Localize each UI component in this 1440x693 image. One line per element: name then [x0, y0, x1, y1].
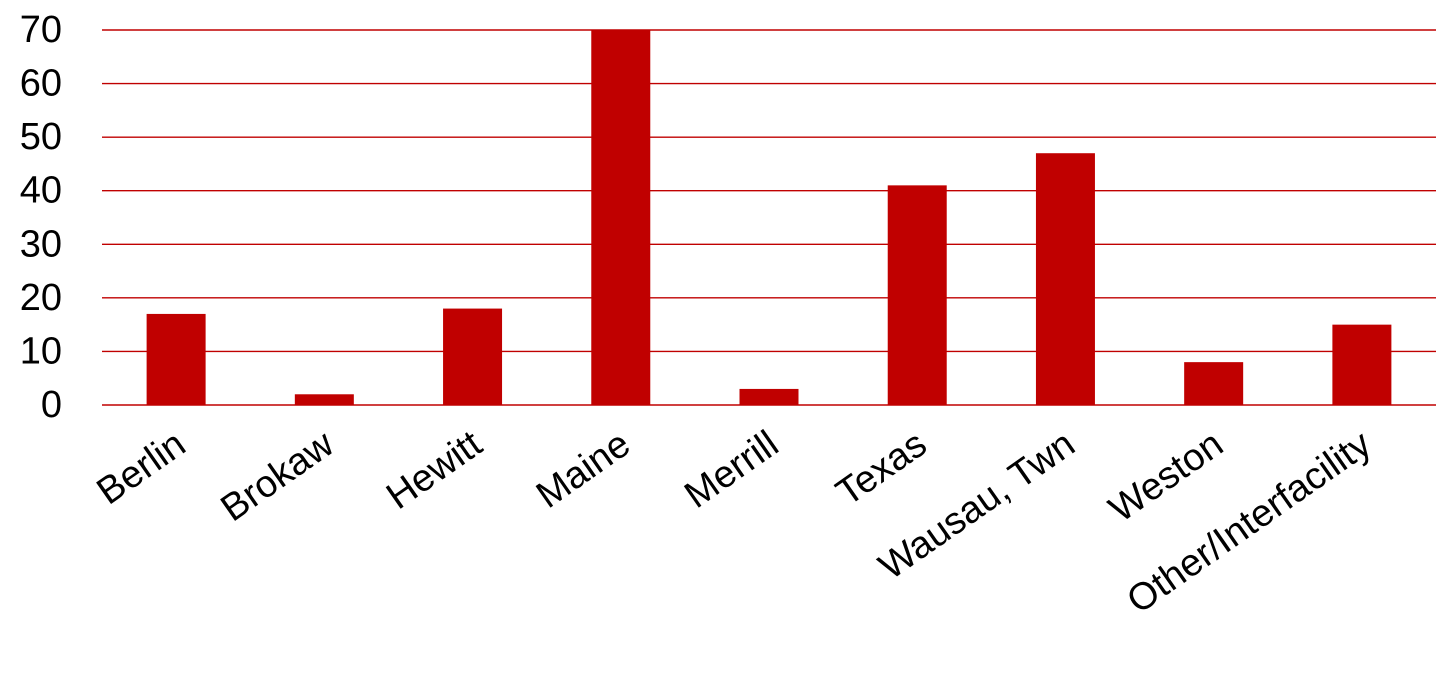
- x-category-label: Other/Interfacility: [1120, 423, 1379, 622]
- bar-wausau-twn: [1035, 153, 1095, 405]
- bar-brokaw: [294, 394, 354, 405]
- y-tick-label: 60: [20, 63, 62, 105]
- bar-berlin: [146, 313, 206, 405]
- y-tick-label: 40: [20, 170, 62, 212]
- x-category-label: Weston: [1102, 423, 1231, 531]
- x-category-label: Brokaw: [214, 423, 342, 530]
- x-category-label: Maine: [529, 423, 638, 517]
- bars: [146, 30, 1392, 405]
- x-category-label: Merrill: [677, 423, 786, 517]
- x-category-label: Texas: [829, 423, 934, 514]
- bar-weston: [1184, 362, 1244, 405]
- bar-hewitt: [443, 308, 503, 405]
- bar-other-interfacility: [1332, 324, 1392, 405]
- bar-merrill: [739, 388, 799, 405]
- bar-texas: [887, 185, 947, 405]
- x-category-label: Hewitt: [379, 423, 490, 518]
- gridlines: [102, 29, 1436, 406]
- x-category-label: Berlin: [90, 423, 194, 513]
- y-tick-label: 10: [20, 330, 62, 372]
- y-tick-label: 50: [20, 116, 62, 158]
- y-tick-label: 70: [20, 9, 62, 51]
- y-axis-ticks: 0 10 20 30 40 50 60 70: [20, 9, 62, 426]
- y-tick-label: 30: [20, 223, 62, 265]
- bar-maine: [591, 30, 651, 405]
- y-tick-label: 20: [20, 277, 62, 319]
- y-tick-label: 0: [41, 384, 62, 426]
- x-axis-labels: Berlin Brokaw Hewitt Maine Merrill TexasWausa…: [90, 423, 1379, 622]
